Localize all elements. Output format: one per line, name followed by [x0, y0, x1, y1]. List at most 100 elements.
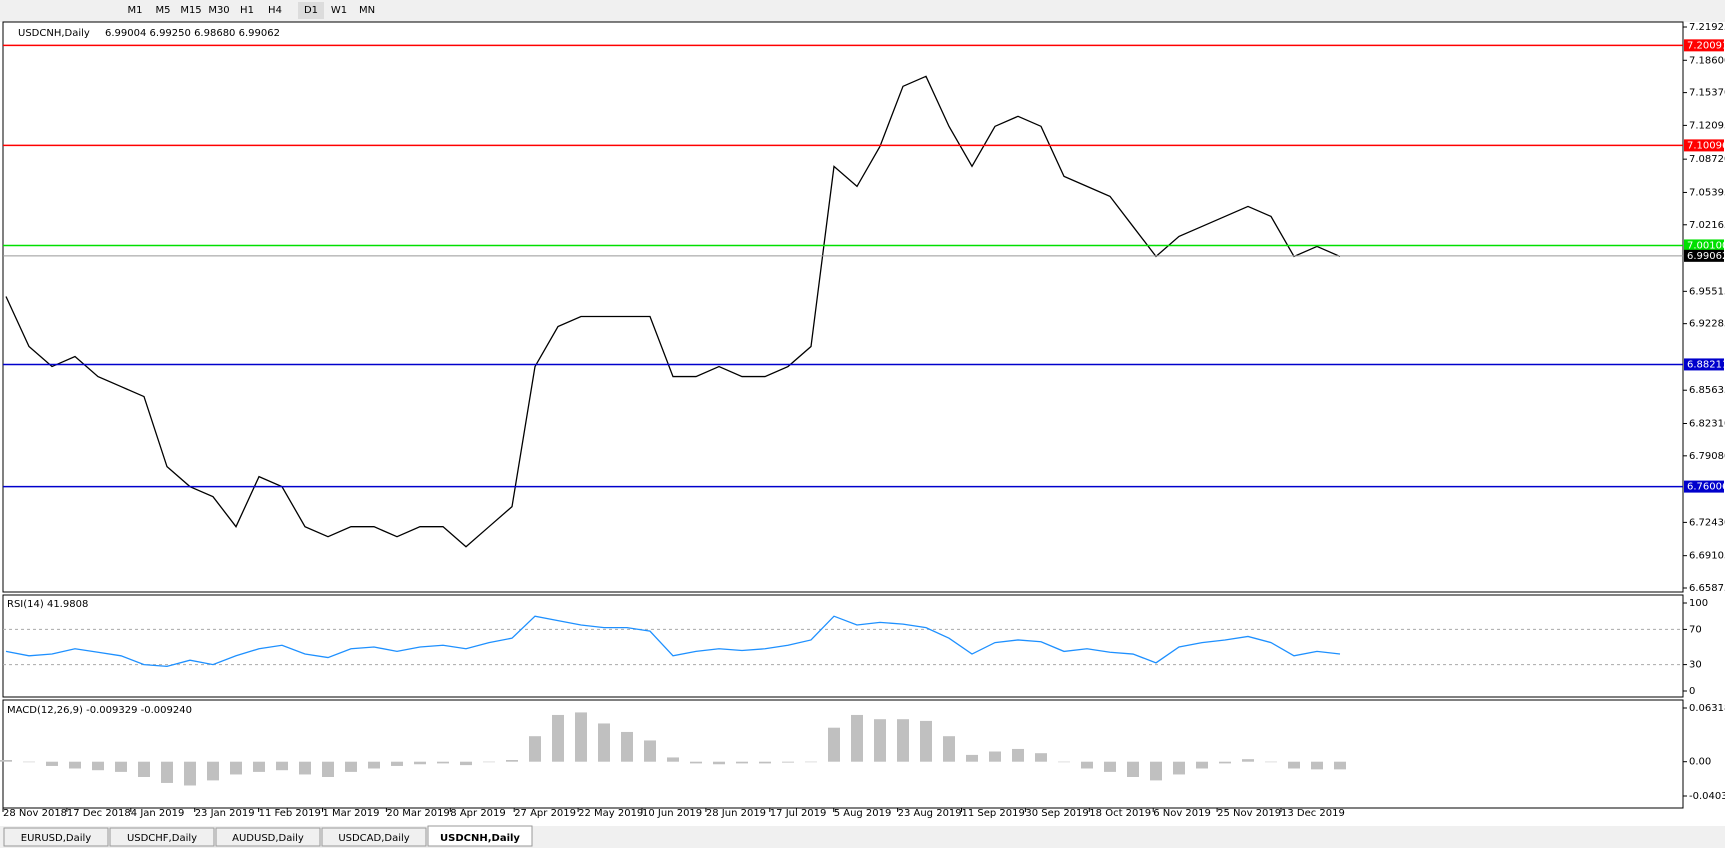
- y-tick-label: 7.12095: [1689, 120, 1725, 131]
- macd-bar: [1173, 761, 1185, 775]
- tab[interactable]: [427, 825, 533, 847]
- macd-bar: [161, 761, 173, 783]
- macd-bar: [529, 736, 541, 762]
- macd-bar: [644, 740, 656, 762]
- macd-bar: [1012, 748, 1024, 762]
- y-tick-label: 7.21925: [1689, 22, 1725, 33]
- timeframe-label[interactable]: M30: [208, 5, 229, 16]
- y-tick-label: 7.18600: [1689, 55, 1725, 66]
- tab-label[interactable]: USDCAD,Daily: [338, 833, 409, 844]
- tab-label[interactable]: AUDUSD,Daily: [232, 833, 304, 844]
- main-panel: [2, 21, 1684, 593]
- macd-bar: [345, 761, 357, 772]
- macd-bar: [115, 761, 127, 772]
- timeframe-label[interactable]: W1: [331, 5, 347, 16]
- timeframe-label[interactable]: H1: [240, 5, 254, 16]
- macd-bar: [828, 727, 840, 762]
- level-label: 7.20091: [1687, 40, 1725, 51]
- timeframe-label[interactable]: H4: [268, 5, 282, 16]
- x-tick-label: 10 Jun 2019: [642, 808, 702, 819]
- x-tick-label: 18 Oct 2019: [1089, 808, 1151, 819]
- rsi-title: RSI(14) 41.9808: [7, 599, 88, 610]
- x-tick-label: 23 Jan 2019: [195, 808, 255, 819]
- tab-label[interactable]: USDCNH,Daily: [440, 833, 520, 844]
- timeframe-label[interactable]: M15: [180, 5, 201, 16]
- macd-bar: [920, 720, 932, 762]
- macd-bar: [1311, 761, 1323, 770]
- macd-bar: [184, 761, 196, 786]
- level-label: 7.10096: [1687, 140, 1725, 151]
- macd-panel: [2, 699, 1684, 809]
- x-tick-label: 1 Mar 2019: [323, 808, 380, 819]
- tab[interactable]: [109, 827, 215, 847]
- timeframe-label[interactable]: M1: [128, 5, 143, 16]
- macd-bar: [483, 761, 495, 763]
- x-tick-label: 28 Jun 2019: [706, 808, 766, 819]
- x-tick-label: 27 Apr 2019: [514, 808, 576, 819]
- macd-bar: [391, 761, 403, 766]
- macd-bar: [1058, 761, 1070, 763]
- y-tick-label: 6.92285: [1689, 319, 1725, 330]
- y-tick-label: 0.00: [1689, 757, 1711, 768]
- macd-bar: [414, 761, 426, 765]
- timeframe-label[interactable]: D1: [304, 5, 318, 16]
- macd-bar: [23, 761, 35, 763]
- y-tick-label: 6.72430: [1689, 517, 1725, 528]
- macd-bar: [943, 736, 955, 762]
- x-tick-label: 5 Aug 2019: [834, 808, 892, 819]
- macd-bar: [897, 719, 909, 762]
- y-tick-label: 0.063184: [1689, 703, 1725, 714]
- macd-bar: [46, 761, 58, 766]
- y-tick-label: 6.85635: [1689, 385, 1725, 396]
- toolbar: [0, 0, 1725, 22]
- macd-bar: [253, 761, 265, 772]
- timeframe-label[interactable]: M5: [156, 5, 171, 16]
- tab[interactable]: [215, 827, 321, 847]
- y-tick-label: 7.08720: [1689, 154, 1725, 165]
- macd-bar: [874, 719, 886, 762]
- tab-label[interactable]: EURUSD,Daily: [21, 833, 92, 844]
- macd-bar: [506, 760, 518, 762]
- rsi-panel: [2, 594, 1684, 698]
- y-tick-label: 100: [1689, 598, 1708, 609]
- x-tick-label: 13 Dec 2019: [1281, 808, 1345, 819]
- macd-bar: [782, 761, 794, 763]
- x-tick-label: 25 Nov 2019: [1217, 808, 1281, 819]
- level-label: 7.00100: [1687, 240, 1725, 251]
- x-tick-label: 6 Nov 2019: [1153, 808, 1211, 819]
- timeframe-label[interactable]: MN: [359, 5, 375, 16]
- macd-bar: [575, 712, 587, 762]
- macd-title: MACD(12,26,9) -0.009329 -0.009240: [7, 705, 192, 716]
- tab[interactable]: [3, 827, 109, 847]
- macd-bar: [713, 761, 725, 765]
- x-tick-label: 11 Feb 2019: [259, 808, 321, 819]
- tab[interactable]: [321, 827, 427, 847]
- x-tick-label: 20 Mar 2019: [386, 808, 449, 819]
- macd-bar: [621, 731, 633, 762]
- y-tick-label: 30: [1689, 660, 1702, 671]
- x-tick-label: 17 Dec 2018: [67, 808, 131, 819]
- tab-label[interactable]: USDCHF,Daily: [127, 833, 197, 844]
- y-tick-label: 6.65875: [1689, 583, 1725, 594]
- macd-bar: [759, 761, 771, 764]
- x-tick-label: 17 Jul 2019: [770, 808, 827, 819]
- macd-bar: [437, 761, 449, 764]
- y-tick-label: 6.69105: [1689, 551, 1725, 562]
- macd-bar: [1127, 761, 1139, 777]
- x-tick-label: 4 Jan 2019: [131, 808, 185, 819]
- macd-bar: [322, 761, 334, 777]
- x-tick-label: 8 Apr 2019: [450, 808, 505, 819]
- macd-bar: [299, 761, 311, 775]
- macd-bar: [989, 751, 1001, 762]
- current-price-label: 6.99062: [1687, 251, 1725, 262]
- macd-bar: [1196, 761, 1208, 769]
- macd-bar: [460, 761, 472, 766]
- timeframe-button[interactable]: [298, 2, 324, 19]
- price-line: [5, 615, 1341, 668]
- level-tag: [1684, 139, 1724, 152]
- macd-bar: [1265, 761, 1277, 763]
- level-label: 6.88211: [1687, 359, 1725, 370]
- macd-bar: [1288, 761, 1300, 769]
- macd-bar: [1334, 761, 1346, 770]
